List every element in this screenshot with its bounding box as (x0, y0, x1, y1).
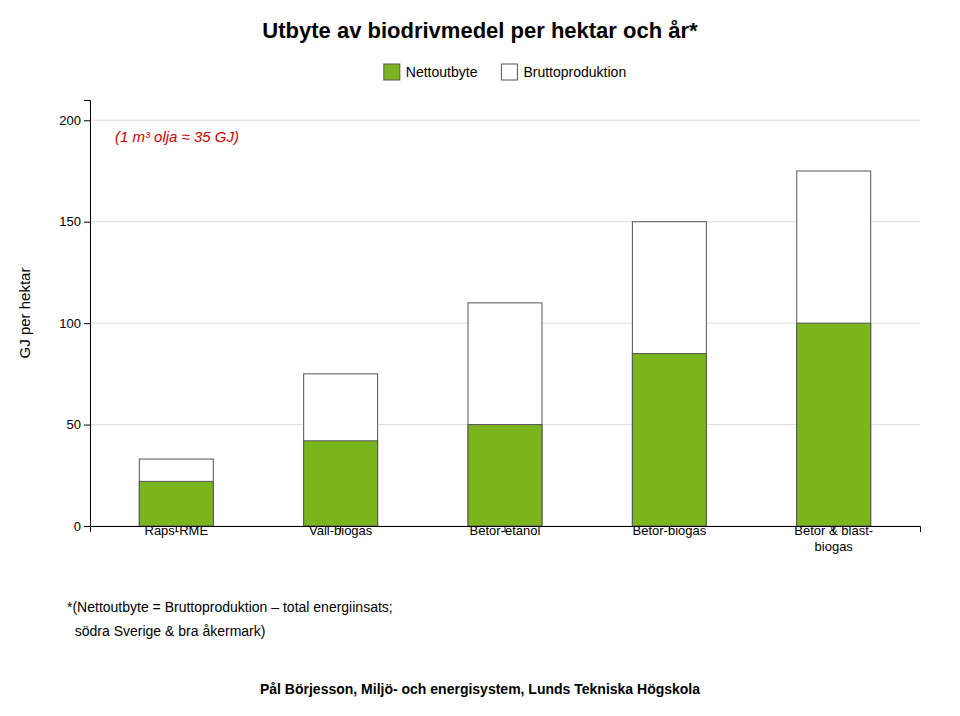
tick-label: 100 (59, 316, 81, 331)
footnote: Pål Börjesson, Miljö- och energisystem, … (260, 681, 700, 697)
tick-label: 150 (59, 214, 81, 229)
bar (797, 171, 871, 526)
grid-line (90, 120, 920, 121)
y-axis: 0 50 100 150 200 (59, 101, 90, 534)
tick-label: Betor & blast-biogas (794, 523, 873, 554)
legend-item: Nettoutbyte (384, 64, 478, 80)
tick-mark (84, 323, 90, 324)
tick-mark (84, 526, 90, 527)
grid-line (90, 221, 920, 222)
plot: 0 50 100 150 200 Raps-RME Vall-biogas Betor-eta… (59, 101, 920, 554)
tick-label: Vall-biogas (309, 523, 373, 538)
x-axis: Raps-RME Vall-biogas Betor-etanol Betor-bio… (91, 523, 921, 554)
legend: Nettoutbyte Bruttoproduktion (384, 64, 626, 80)
tick-label: 50 (67, 417, 81, 432)
bar (468, 303, 542, 526)
bar (139, 459, 213, 526)
tick-mark (84, 425, 90, 426)
tick-mark (84, 120, 90, 121)
tick-label: Raps-RME (144, 523, 208, 538)
tick-mark (84, 222, 90, 223)
tick-label: Betor-etanol (470, 523, 541, 538)
tick: Betor & blast-biogas (794, 523, 873, 554)
bar (139, 481, 213, 526)
bar (632, 354, 706, 526)
tick: 200 (59, 113, 90, 128)
title: Utbyte av biodrivmedel per hektar och år… (262, 18, 698, 43)
bars (139, 171, 870, 526)
tick: Raps-RME (144, 523, 208, 538)
tick-label: 200 (59, 113, 81, 128)
background (0, 0, 960, 716)
legend-swatch (384, 64, 400, 80)
bar (468, 425, 542, 526)
bar (304, 374, 378, 526)
footnote: södra Sverige & bra åkermark) (67, 623, 265, 639)
bar (632, 222, 706, 526)
bar-series (139, 171, 870, 526)
annotation: (1 m³ olja ≈ 35 GJ) (115, 128, 239, 145)
bar (797, 323, 871, 526)
tick: 100 (59, 316, 90, 331)
grid (90, 120, 920, 526)
tick: 150 (59, 214, 90, 229)
tick: Vall-biogas (309, 523, 373, 538)
tick: 0 (74, 519, 90, 534)
legend-label: Bruttoproduktion (523, 64, 626, 80)
legend-label: Nettoutbyte (406, 64, 478, 80)
tick-label: 0 (74, 519, 81, 534)
tick: Betor-biogas (632, 523, 706, 538)
y-axis-title: GJ per hektar (16, 268, 33, 359)
legend-item: Bruttoproduktion (501, 64, 626, 80)
tick: Betor-etanol (470, 523, 541, 538)
footnote: *(Nettoutbyte = Bruttoproduktion – total… (67, 599, 393, 615)
legend-swatch (501, 64, 517, 80)
axis-line (84, 101, 91, 527)
chart: Utbyte av biodrivmedel per hektar och år… (0, 0, 960, 716)
bar-series (139, 323, 870, 526)
tick-label: Betor-biogas (632, 523, 706, 538)
tick: 50 (67, 417, 90, 432)
bar (304, 441, 378, 526)
